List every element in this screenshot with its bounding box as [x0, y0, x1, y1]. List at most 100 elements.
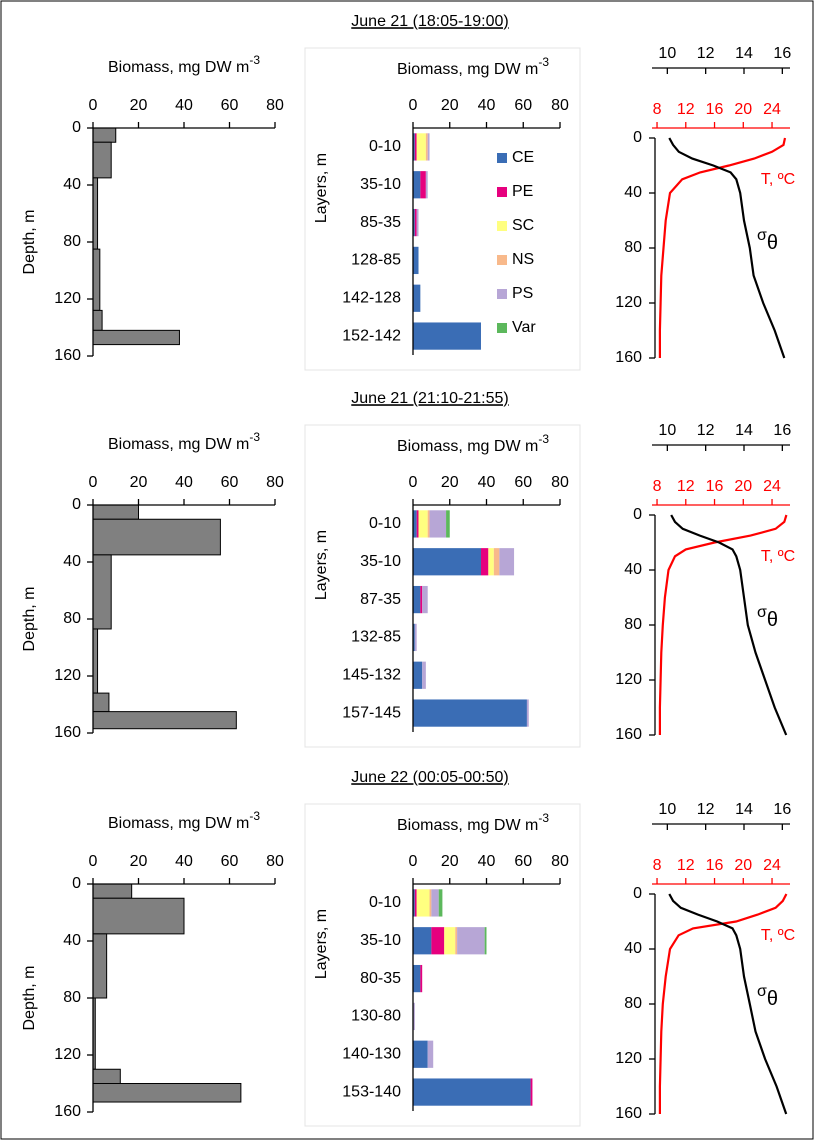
y-tick-label: 85-35 — [360, 214, 401, 231]
x-tick-label: 60 — [514, 853, 532, 870]
y-tick-label: 153-140 — [342, 1083, 401, 1100]
x2-tick-label: 8 — [653, 101, 662, 118]
bar-segment — [414, 623, 417, 652]
legend-label: PS — [512, 285, 533, 302]
x-tick-label: 20 — [130, 97, 148, 114]
y-tick-label: 40 — [624, 940, 642, 957]
x-axis-label-sup: -3 — [538, 432, 549, 446]
x-axis-label: Biomass, mg DW m-3 — [397, 811, 549, 834]
series-label-sub: θ — [767, 232, 778, 254]
x-tick-label: 10 — [658, 45, 676, 62]
x-tick-label: 60 — [221, 474, 239, 491]
bar-segment — [413, 585, 421, 614]
profile-line — [658, 137, 787, 358]
profile-line — [668, 137, 786, 359]
y-tick-label: 157-145 — [342, 704, 401, 721]
x-axis-label-text: Biomass, mg DW m — [108, 815, 249, 832]
y-tick-label: 0 — [72, 875, 81, 892]
y-tick-label: 130-80 — [351, 1008, 401, 1025]
legend-swatch — [497, 187, 507, 197]
y-tick-label: 80 — [624, 616, 642, 633]
y-tick-label: 80 — [63, 989, 81, 1006]
x-tick-label: 80 — [551, 474, 569, 491]
y-tick-label: 35-10 — [360, 553, 401, 570]
y-tick-label: 160 — [54, 1103, 81, 1120]
y-tick-label: 0 — [633, 885, 642, 902]
bar — [92, 554, 112, 630]
bar — [92, 177, 99, 250]
y-tick-label: 0 — [633, 129, 642, 146]
y-axis-label: Layers, m — [313, 909, 330, 979]
y-tick-label: 140-130 — [342, 1045, 401, 1062]
x2-tick-label: 16 — [706, 101, 724, 118]
x-tick-label: 60 — [514, 474, 532, 491]
bar-segment — [413, 246, 419, 275]
x-tick-label: 14 — [735, 422, 753, 439]
x-tick-label: 40 — [478, 97, 496, 114]
profile-line — [658, 514, 788, 735]
bar — [92, 933, 108, 999]
bar-segment — [416, 889, 430, 917]
bar-segment — [455, 927, 458, 955]
y-tick-label: 160 — [54, 347, 81, 364]
x2-tick-label: 16 — [706, 478, 724, 495]
y-tick-label: 80 — [624, 995, 642, 1012]
y-tick-label: 145-132 — [342, 666, 401, 683]
bar-segment — [429, 889, 432, 917]
y-tick-label: 40 — [63, 932, 81, 949]
legend-label: SC — [512, 217, 534, 234]
bar-segment — [526, 699, 529, 727]
series-label: σθ — [757, 983, 778, 1010]
x-tick-label: 16 — [773, 422, 791, 439]
series-label-main: σ — [757, 227, 767, 244]
x-axis-label: Biomass, mg DW m-3 — [397, 55, 549, 78]
bar-segment — [416, 510, 419, 538]
bar-segment — [420, 171, 426, 199]
legend-label: PE — [512, 183, 533, 200]
x-tick-label: 0 — [89, 853, 98, 870]
bar-segment — [413, 133, 415, 161]
bar-segment — [480, 548, 489, 576]
x-axis-label: Biomass, mg DW m-3 — [108, 53, 260, 76]
x2-tick-label: 16 — [706, 857, 724, 874]
x-tick-label: 20 — [441, 474, 459, 491]
row-title: June 21 (18:05-19:00) — [351, 13, 508, 30]
y-tick-label: 35-10 — [360, 176, 401, 193]
x-tick-label: 10 — [658, 422, 676, 439]
y-tick-label: 0-10 — [369, 515, 401, 532]
bar-segment — [413, 623, 415, 652]
bar-segment — [457, 927, 485, 955]
bar-segment — [418, 510, 428, 538]
y-tick-label: 80-35 — [360, 970, 401, 987]
y-tick-label: 87-35 — [360, 591, 401, 608]
y-tick-label: 132-85 — [351, 629, 401, 646]
panel-box — [304, 424, 581, 748]
legend-swatch — [497, 323, 507, 333]
y-tick-label: 120 — [54, 667, 81, 684]
x-tick-label: 20 — [441, 97, 459, 114]
profile-line — [668, 893, 788, 1115]
bar-segment — [499, 548, 515, 576]
y-tick-label: 120 — [615, 1050, 642, 1067]
y-tick-label: 80 — [624, 239, 642, 256]
bar — [92, 309, 103, 331]
bar-segment — [413, 548, 481, 576]
bar — [92, 248, 101, 311]
x-tick-label: 20 — [130, 853, 148, 870]
bar-segment — [413, 964, 421, 993]
bar-segment — [422, 661, 426, 689]
bar — [92, 711, 237, 730]
series-label-sub: θ — [767, 988, 778, 1010]
x-tick-label: 60 — [514, 97, 532, 114]
bar-segment — [413, 889, 415, 917]
y-axis-label: Depth, m — [21, 966, 38, 1031]
legend-swatch — [497, 289, 507, 299]
bar-segment — [413, 1040, 428, 1068]
x-tick-label: 0 — [409, 853, 418, 870]
bar-segment — [425, 133, 428, 161]
bar-segment — [429, 510, 447, 538]
x-axis-label: Biomass, mg DW m-3 — [108, 430, 260, 453]
series-label: T, ºC — [761, 171, 795, 188]
